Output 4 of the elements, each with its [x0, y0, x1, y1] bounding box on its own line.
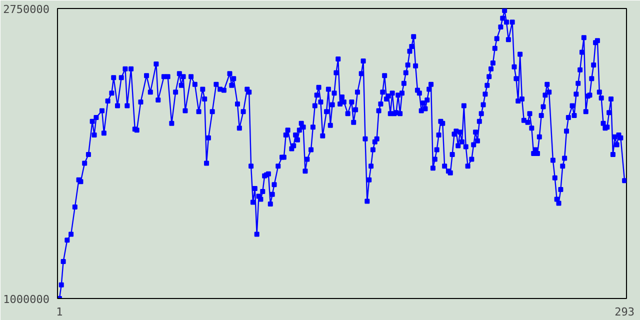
y-tick-label: 1000000 [3, 293, 50, 306]
y-tick-label: 2750000 [3, 3, 50, 16]
x-tick-label: 1 [56, 306, 63, 318]
x-tick-label: 293 [614, 306, 635, 318]
